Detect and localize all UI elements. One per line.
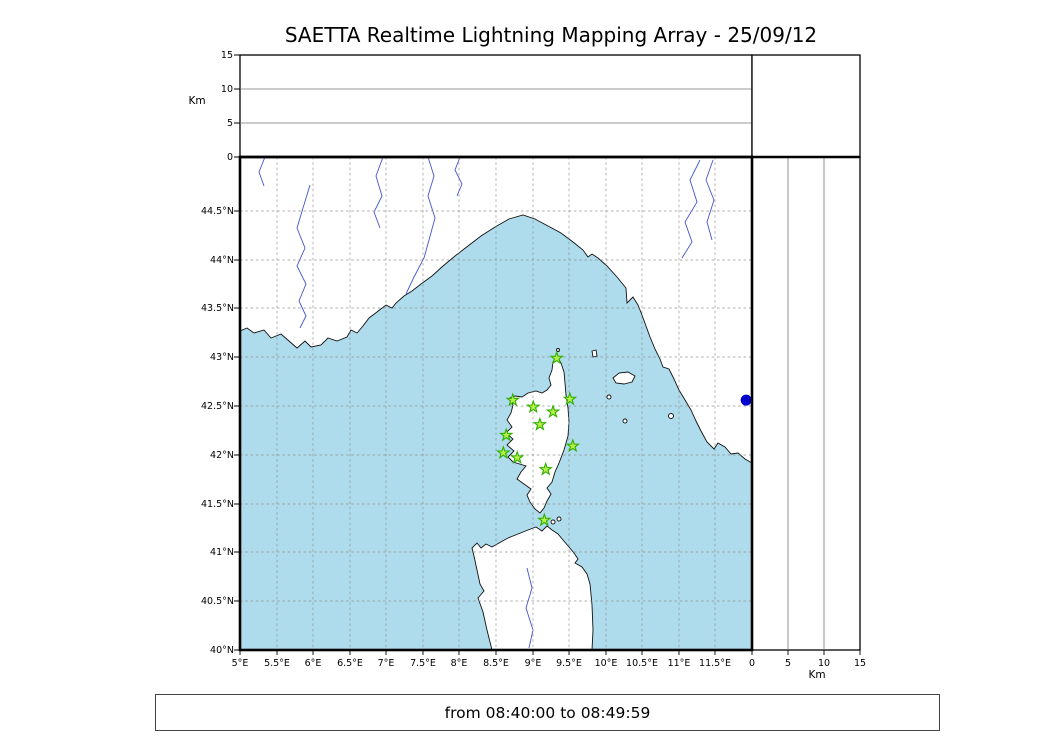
km-tick-15: 15	[854, 658, 866, 669]
island-maddalena-1	[550, 519, 556, 525]
lon-tick: 10.5°E	[626, 658, 658, 669]
lma-station-marker	[498, 427, 514, 442]
lat-tick: 43°N	[210, 352, 234, 363]
rivers	[258, 157, 715, 649]
lma-station-marker	[509, 449, 525, 464]
alt-tick-15: 15	[221, 50, 233, 61]
lma-station-marker	[496, 445, 511, 460]
lon-tick: 9.5°E	[556, 658, 582, 669]
histogram-panel	[751, 54, 861, 158]
altitude-lat-ticks	[751, 650, 861, 655]
altitude-lat-gridlines	[787, 157, 825, 650]
lma-station-marker	[562, 391, 578, 406]
km-axis-label: Km	[808, 669, 825, 681]
alt-tick-0: 0	[227, 152, 233, 163]
coast-mainland	[240, 157, 752, 464]
lon-tick: 11°E	[668, 658, 691, 669]
alt-tick-10: 10	[221, 84, 233, 95]
status-bar: from 08:40:00 to 08:49:59	[155, 694, 940, 731]
lat-axis-ticks	[234, 210, 240, 651]
time-window-text: from 08:40:00 to 08:49:59	[444, 703, 651, 722]
lma-station-marker	[565, 438, 581, 453]
lma-station-marker	[526, 399, 541, 414]
island-giraglia	[556, 348, 560, 352]
lat-tick: 42.5°N	[201, 401, 234, 412]
altitude-lon-panel	[239, 54, 753, 158]
altitude-lat-panel	[751, 156, 861, 651]
map-panel	[240, 157, 752, 650]
lon-tick: 8°E	[451, 658, 468, 669]
island-capraia	[591, 349, 598, 358]
lat-tick: 40.5°N	[201, 596, 234, 607]
lma-station-marker	[505, 392, 521, 407]
stations-layer	[496, 350, 752, 527]
alt-tick-5: 5	[227, 118, 233, 129]
lon-tick: 8.5°E	[483, 658, 509, 669]
map-border	[238, 155, 754, 652]
island-pianosa	[606, 394, 612, 400]
island-giglio	[668, 413, 674, 419]
lon-tick: 7.5°E	[410, 658, 436, 669]
lat-tick: 42°N	[210, 450, 234, 461]
lon-tick: 7°E	[378, 658, 395, 669]
lma-station-marker	[538, 461, 553, 476]
coast-sardinia	[471, 525, 594, 650]
edge-station-marker	[740, 394, 752, 406]
lat-tick: 41.5°N	[201, 499, 234, 510]
lon-tick: 5.5°E	[264, 658, 290, 669]
lma-station-marker	[545, 404, 561, 419]
km-tick-5: 5	[785, 658, 791, 669]
altitude-lon-ticks	[234, 54, 240, 158]
island-maddalena-2	[556, 516, 562, 522]
altitude-axis-label: Km	[188, 95, 205, 107]
lon-tick: 11.5°E	[699, 658, 731, 669]
lon-tick: 10°E	[595, 658, 618, 669]
coast-corsica	[505, 355, 570, 514]
lat-tick: 40°N	[210, 645, 234, 656]
lon-tick: 6.5°E	[337, 658, 363, 669]
km-tick-10: 10	[818, 658, 830, 669]
altitude-lon-gridlines	[240, 88, 752, 124]
lat-tick: 44.5°N	[201, 206, 234, 217]
island-elba	[612, 371, 636, 385]
page-title: SAETTA Realtime Lightning Mapping Array …	[285, 23, 817, 47]
lma-station-marker	[536, 512, 552, 527]
km-tick-0: 0	[749, 658, 755, 669]
graticule-parallels	[240, 210, 752, 602]
lma-station-marker	[532, 416, 548, 431]
lon-axis-ticks	[239, 650, 716, 655]
island-montecristo	[622, 418, 628, 424]
lat-tick: 41°N	[210, 547, 234, 558]
lat-tick: 43.5°N	[201, 303, 234, 314]
lma-station-marker	[549, 350, 564, 365]
lon-tick: 5°E	[232, 658, 249, 669]
lon-tick: 6°E	[305, 658, 322, 669]
lat-tick: 44°N	[210, 255, 234, 266]
lon-tick: 9°E	[525, 658, 542, 669]
